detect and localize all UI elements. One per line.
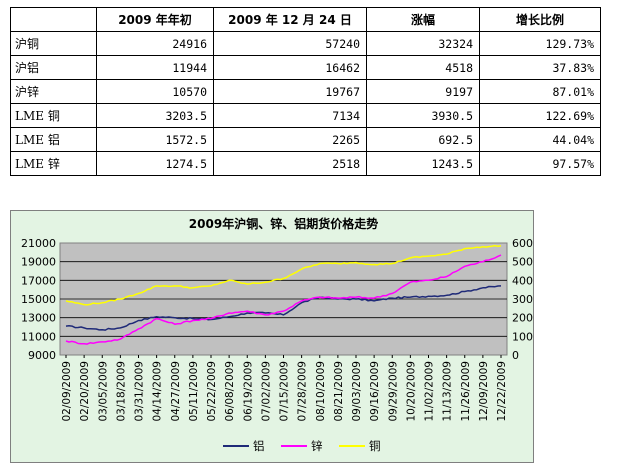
price-trend-chart: 2009年沪铜、锌、铝期货价格走势 9000 11000 13000 15000 1700…: [10, 210, 534, 463]
x-tick-label: 11/26/2009: [460, 361, 472, 422]
header-cell-dec24: 2009 年 12 月 24 日: [213, 7, 367, 32]
row-label-cell: LME 铝: [10, 127, 97, 152]
x-tick-label: 02/09/2009: [61, 361, 73, 422]
value-cell: 1243.5: [366, 151, 480, 176]
value-cell: 1274.5: [96, 151, 214, 176]
row-label-cell: 沪锌: [10, 79, 97, 104]
x-tick-label: 06/08/2009: [224, 361, 236, 422]
y-right-tick-label: 60000: [512, 237, 533, 250]
value-cell: 24916: [96, 31, 214, 56]
row-label-cell: LME 铜: [10, 103, 97, 128]
x-tick-label: 05/11/2009: [188, 361, 200, 422]
chart-title: 2009年沪铜、锌、铝期货价格走势: [189, 216, 378, 231]
x-tick-label: 07/02/2009: [260, 361, 272, 422]
legend-label: 铝: [253, 439, 265, 453]
price-change-table: 2009 年年初 2009 年 12 月 24 日 涨幅 增长比例 沪铜 2491…: [10, 7, 601, 176]
value-cell: 10570: [96, 79, 214, 104]
value-cell: 32324: [366, 31, 480, 56]
y-right-tick-label: 30000: [512, 293, 533, 306]
x-tick-label: 12/09/2009: [478, 361, 490, 422]
y-left-tick-label: 17000: [21, 274, 56, 287]
table-row: LME 锌 1274.5 2518 1243.5 97.57%: [10, 151, 601, 176]
value-cell: 16462: [213, 55, 367, 80]
value-cell: 122.69%: [479, 103, 601, 128]
value-cell: 9197: [366, 79, 480, 104]
header-cell-start-2009: 2009 年年初: [96, 7, 214, 32]
y-right-tick-label: 40000: [512, 274, 533, 287]
table-row: LME 铝 1572.5 2265 692.5 44.04%: [10, 127, 601, 152]
x-tick-label: 04/14/2009: [152, 361, 164, 422]
x-tick-label: 03/18/2009: [115, 361, 127, 422]
legend-label: 锌: [311, 439, 323, 453]
row-label-cell: 沪铝: [10, 55, 97, 80]
value-cell: 87.01%: [479, 79, 601, 104]
value-cell: 3203.5: [96, 103, 214, 128]
x-tick-label: 11/13/2009: [442, 361, 454, 422]
value-cell: 2518: [213, 151, 367, 176]
x-tick-label: 08/10/2009: [315, 361, 327, 422]
value-cell: 1572.5: [96, 127, 214, 152]
chart-canvas: 2009年沪铜、锌、铝期货价格走势 9000 11000 13000 15000 1700…: [21, 216, 533, 453]
header-cell-increase: 涨幅: [366, 7, 480, 32]
series-line-copper: [65, 244, 502, 306]
y-right-tick-label: 50000: [512, 256, 533, 269]
y-right-tick-label: 0: [512, 349, 519, 362]
y-left-tick-label: 19000: [21, 256, 56, 269]
x-tick-label: 09/29/2009: [387, 361, 399, 422]
table-header-row: 2009 年年初 2009 年 12 月 24 日 涨幅 增长比例: [10, 7, 601, 32]
x-tick-label: 02/20/2009: [79, 361, 91, 422]
x-tick-label: 04/27/2009: [170, 361, 182, 422]
x-tick-label: 06/19/2009: [242, 361, 254, 422]
table-row: 沪铜 24916 57240 32324 129.73%: [10, 31, 601, 56]
table-row: 沪锌 10570 19767 9197 87.01%: [10, 79, 601, 104]
value-cell: 44.04%: [479, 127, 601, 152]
x-tick-label: 12/22/2009: [496, 361, 508, 422]
value-cell: 2265: [213, 127, 367, 152]
series-line-aluminum: [65, 285, 502, 331]
y-left-tick-label: 9000: [28, 349, 56, 362]
x-tick-label: 11/02/2009: [424, 361, 436, 422]
x-tick-label: 08/21/2009: [333, 361, 345, 422]
row-label-cell: 沪铜: [10, 31, 97, 56]
header-cell-growth-ratio: 增长比例: [479, 7, 601, 32]
value-cell: 7134: [213, 103, 367, 128]
value-cell: 692.5: [366, 127, 480, 152]
y-right-tick-label: 20000: [512, 312, 533, 325]
value-cell: 3930.5: [366, 103, 480, 128]
y-left-tick-label: 15000: [21, 293, 56, 306]
value-cell: 19767: [213, 79, 367, 104]
value-cell: 11944: [96, 55, 214, 80]
value-cell: 97.57%: [479, 151, 601, 176]
table-row: LME 铜 3203.5 7134 3930.5 122.69%: [10, 103, 601, 128]
x-tick-label: 07/28/2009: [297, 361, 309, 422]
y-left-tick-label: 21000: [21, 237, 56, 250]
y-left-tick-label: 11000: [21, 330, 56, 343]
x-tick-label: 03/31/2009: [134, 361, 146, 422]
value-cell: 37.83%: [479, 55, 601, 80]
x-tick-label: 09/16/2009: [369, 361, 381, 422]
x-tick-label: 07/15/2009: [279, 361, 291, 422]
row-label-cell: LME 锌: [10, 151, 97, 176]
value-cell: 57240: [213, 31, 367, 56]
x-tick-label: 10/20/2009: [405, 361, 417, 422]
y-left-tick-label: 13000: [21, 312, 56, 325]
table-row: 沪铝 11944 16462 4518 37.83%: [10, 55, 601, 80]
legend-label: 铜: [369, 439, 381, 453]
x-tick-label: 09/03/2009: [351, 361, 363, 422]
value-cell: 129.73%: [479, 31, 601, 56]
x-tick-label: 03/05/2009: [97, 361, 109, 422]
series-line-zinc: [65, 254, 502, 345]
x-tick-label: 05/22/2009: [206, 361, 218, 422]
header-cell-blank: [10, 7, 97, 32]
value-cell: 4518: [366, 55, 480, 80]
